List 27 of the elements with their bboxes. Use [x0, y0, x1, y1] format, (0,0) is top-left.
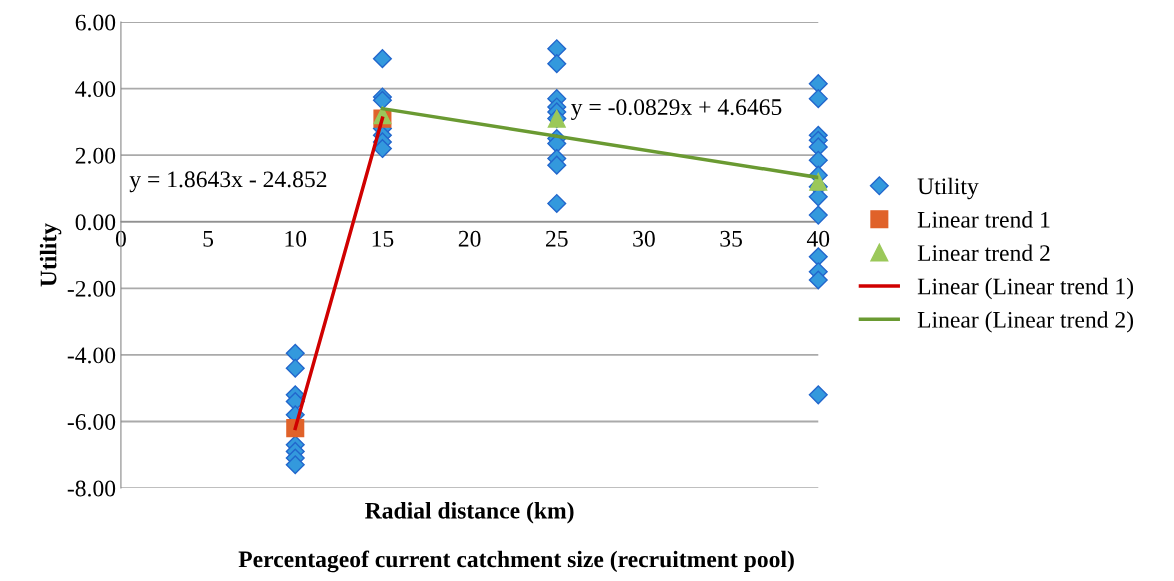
x-axis-title: Radial distance (km)	[365, 502, 574, 524]
y-tick-label: -6.00	[67, 413, 116, 430]
y-tick-label: -8.00	[67, 480, 116, 497]
annotation: y = 1.8643x - 24.852	[129, 171, 327, 193]
legend-label: Linear (Linear trend 1)	[917, 277, 1134, 300]
x-tick-label: 10	[285, 230, 307, 247]
y-tick-label: 0.00	[75, 214, 116, 231]
y-tick-label: -4.00	[67, 347, 116, 364]
legend-label: Linear trend 1	[917, 211, 1050, 228]
x-tick-label: 30	[633, 230, 655, 247]
x-tick-label: 25	[546, 230, 568, 247]
annotation: y = -0.0829x + 4.6465	[571, 99, 782, 120]
legend-label: Linear trend 2	[917, 244, 1050, 262]
y-tick-label: 6.00	[75, 14, 116, 31]
x-tick-label: 15	[372, 230, 394, 247]
text: Percentageof current catchment size (recruitment pool)	[238, 550, 794, 573]
x-tick-label: 0	[115, 230, 126, 247]
y-tick-label: 4.00	[75, 81, 116, 98]
y-axis-title: Utility	[39, 223, 62, 287]
y-tick-label: 2.00	[75, 147, 116, 164]
x-tick-label: 35	[720, 230, 742, 247]
x-tick-label: 20	[458, 230, 481, 247]
y-tick-label: -2.00	[67, 280, 116, 297]
x-tick-label: 40	[806, 230, 830, 247]
x-tick-label: 5	[203, 231, 214, 247]
legend-label: Utility	[917, 177, 979, 200]
legend-label: Linear (Linear trend 2)	[917, 311, 1134, 333]
